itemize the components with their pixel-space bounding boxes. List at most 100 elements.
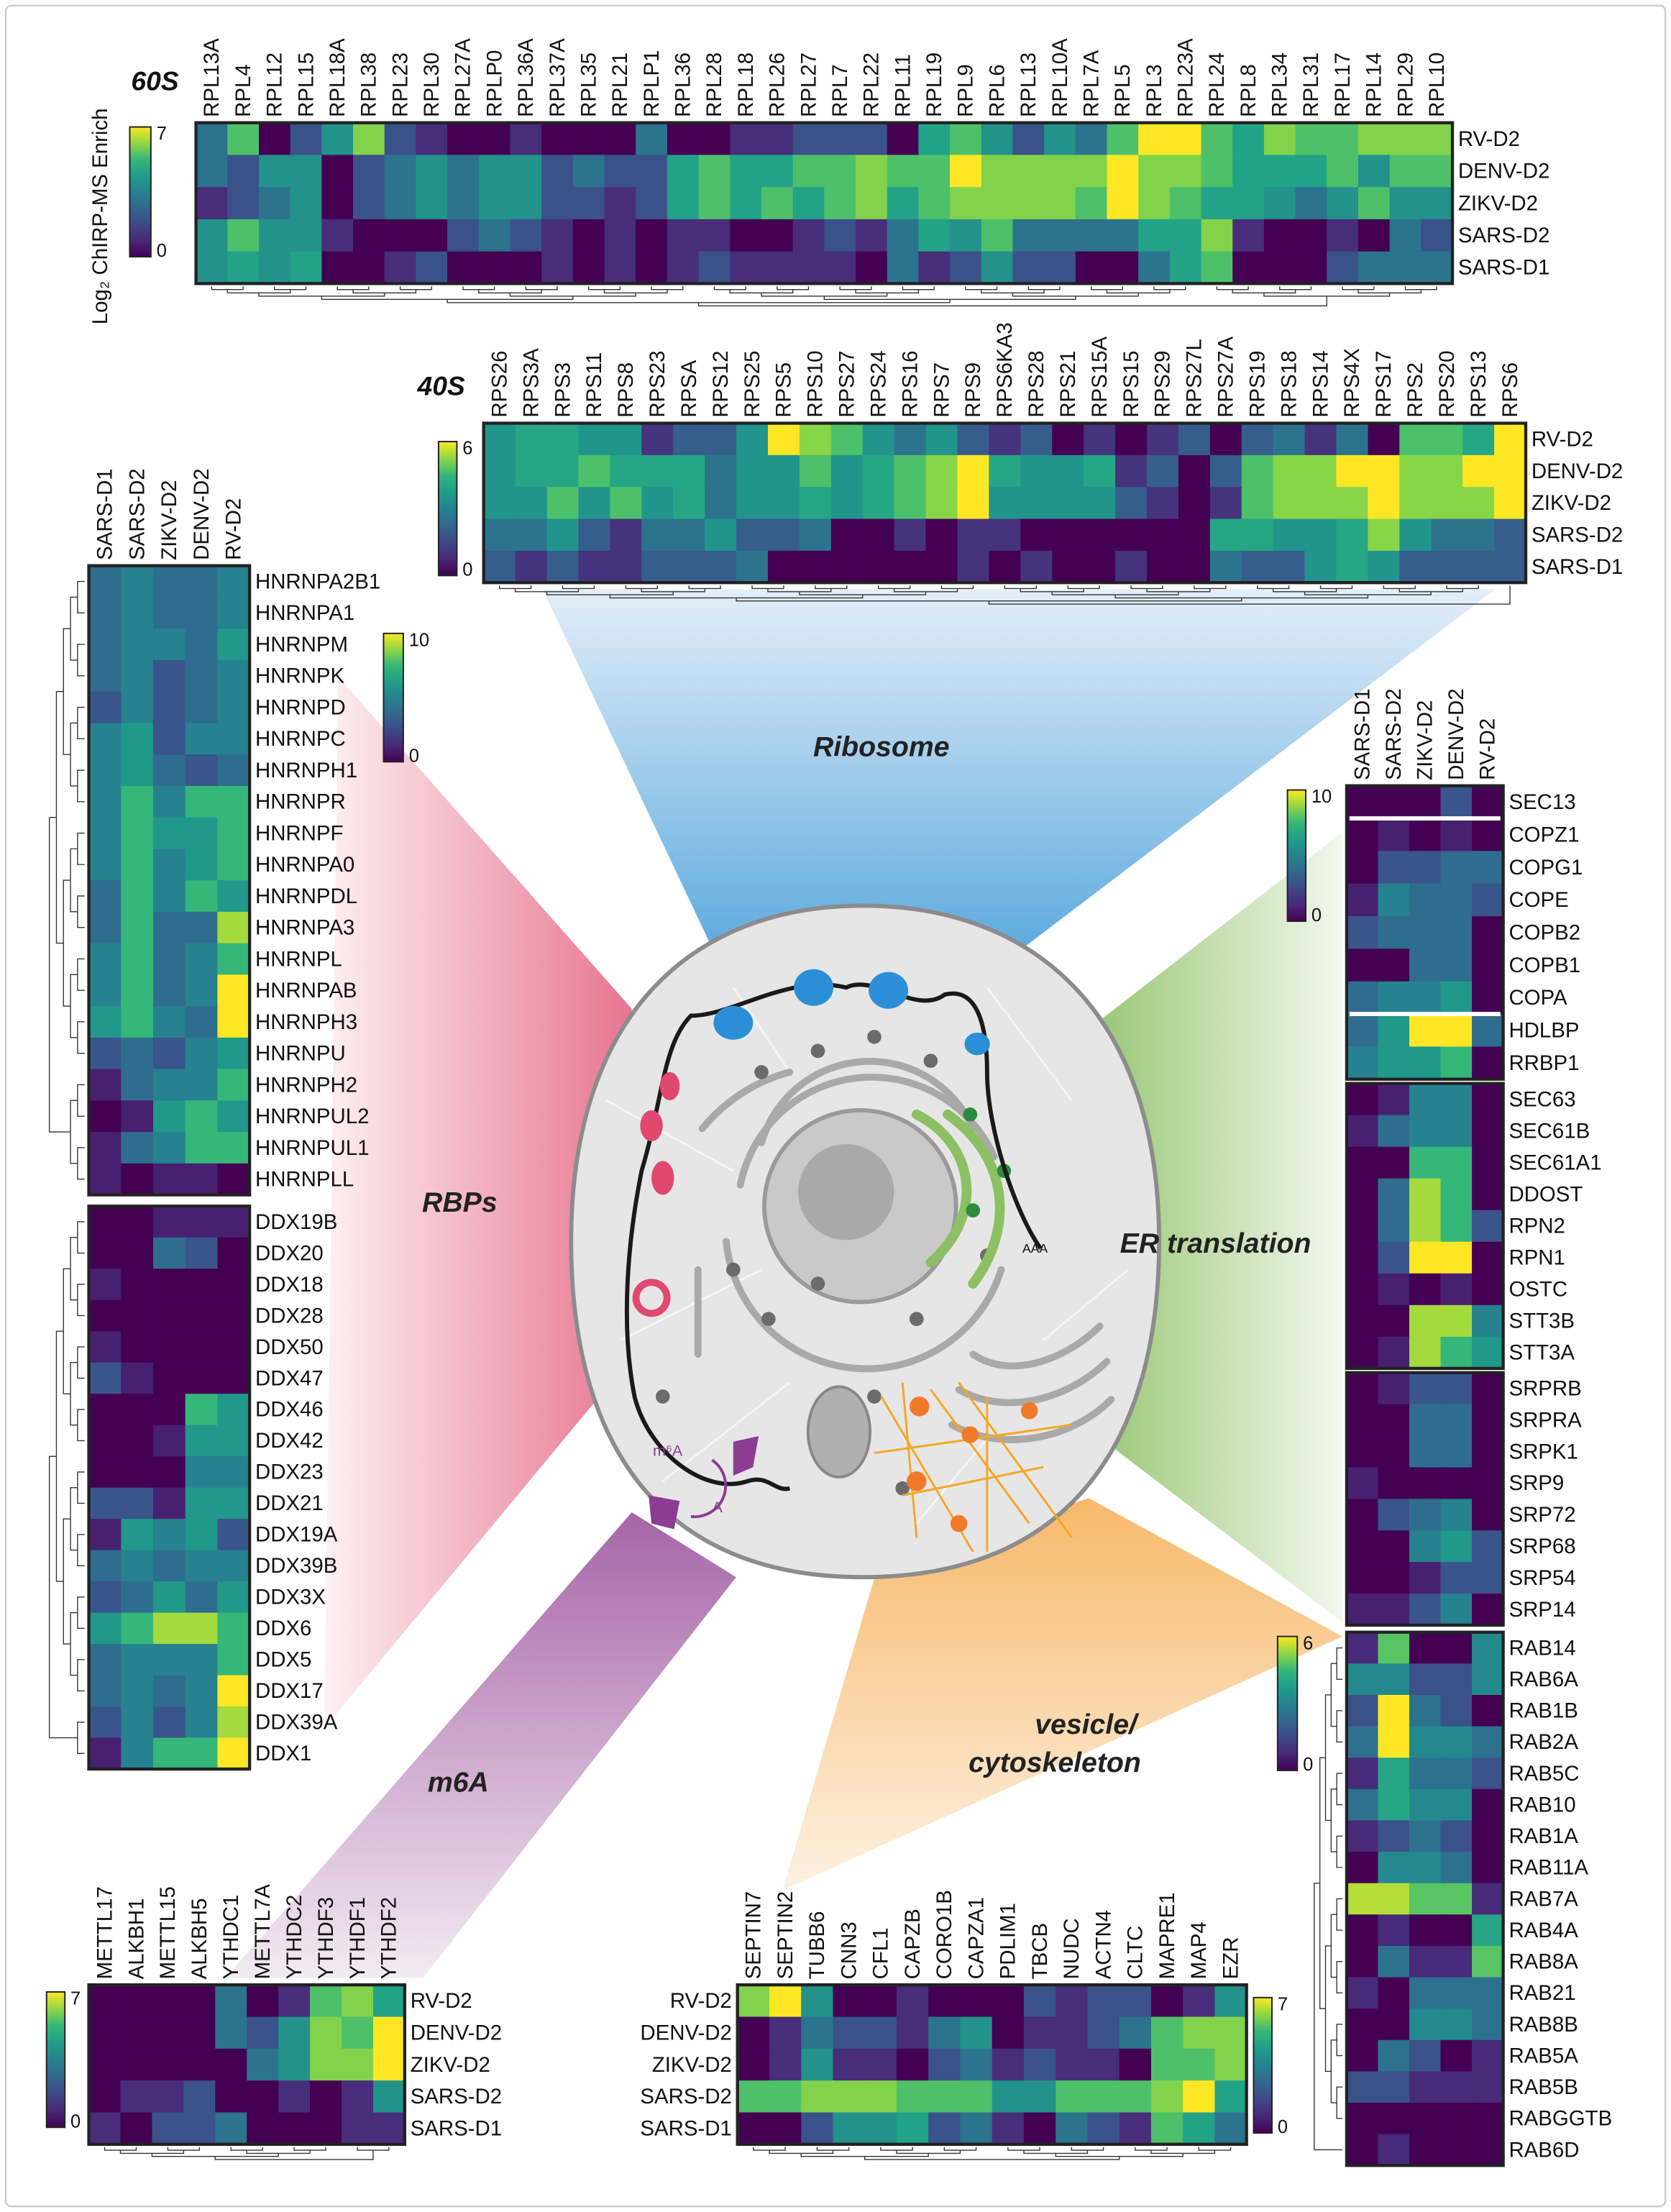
heatmap-cell (515, 454, 548, 488)
heatmap-cell (183, 2112, 216, 2145)
heatmap-cell (1378, 1788, 1410, 1822)
heatmap-cell (1263, 219, 1296, 252)
heatmap-cell (1399, 454, 1432, 488)
m6a-readers (649, 1436, 759, 1530)
column-label: RPL13 (1017, 52, 1040, 117)
heatmap-cell (1472, 1945, 1504, 1978)
heatmap-cell (1052, 454, 1084, 488)
heatmap-cell (1431, 423, 1463, 456)
row-label: HNRNPH3 (255, 1010, 357, 1034)
colorbar-gradient (45, 1991, 66, 2129)
heatmap-frame (1345, 784, 1505, 1081)
dendrogram-branch (1324, 1945, 1332, 2072)
heatmap-cell (1075, 122, 1108, 156)
column-label: CAPZB (901, 1909, 925, 1979)
heatmap-cell (1023, 2048, 1056, 2081)
heatmap-cell (1119, 2112, 1152, 2145)
heatmap-cell (1389, 251, 1422, 285)
heatmap-cell (667, 251, 700, 285)
heatmap-cell (1304, 550, 1337, 583)
column-label: RPLP1 (640, 50, 664, 117)
heatmap-cell (196, 122, 229, 156)
heatmap-cell (121, 1006, 154, 1038)
heatmap-cell (196, 219, 229, 252)
heatmap-cell (1044, 219, 1076, 252)
heatmap-cell (217, 849, 250, 881)
row-label: HNRNPU (255, 1042, 346, 1066)
row-label: RABGGTB (1509, 2107, 1612, 2131)
heatmap-cell (799, 454, 832, 488)
heatmap-cell (1409, 1632, 1442, 1665)
mitochondrion (806, 1385, 872, 1479)
heatmap-cell (215, 2016, 247, 2049)
dendrogram-branch (877, 585, 911, 590)
heatmap-cell (799, 518, 832, 552)
heatmap-cell (799, 423, 832, 456)
heatmap-cell (121, 1037, 154, 1070)
heatmap-cell (152, 1737, 186, 1770)
heatmap-cell (1472, 785, 1504, 819)
heatmap-cell (88, 1331, 122, 1363)
heatmap-cell (1020, 550, 1053, 583)
heatmap-cell (1346, 1146, 1379, 1179)
heatmap-cell (1346, 883, 1379, 917)
heatmap-cell (416, 251, 448, 285)
heatmap-cell (152, 1706, 186, 1739)
heatmap-cell (792, 219, 825, 252)
heatmap-cell (1378, 2134, 1410, 2167)
heatmap-cell (1368, 454, 1401, 488)
column-label: RPL4 (232, 64, 255, 117)
heatmap-cell (1044, 122, 1076, 156)
heatmap-cell (1169, 122, 1202, 156)
heatmap-cell (864, 2080, 897, 2113)
heatmap-cell (88, 1706, 122, 1739)
heatmap-cell (1409, 1404, 1442, 1437)
heatmap-cell (1440, 1852, 1473, 1884)
heatmap-cell (1358, 155, 1391, 188)
heatmap-cell (341, 1985, 374, 2018)
row-label: DDX39B (255, 1554, 337, 1578)
colorbar-gradient (1286, 789, 1307, 922)
dendrogram-branch (1336, 2086, 1343, 2119)
heatmap-cell (1087, 2048, 1120, 2081)
heatmap-cell (1409, 2008, 1442, 2041)
row-label: HNRNPH2 (255, 1073, 357, 1097)
heatmap-cell (88, 629, 122, 661)
heatmap-cell (1183, 2080, 1216, 2113)
heatmap-cell (792, 155, 825, 188)
heatmap-cell (185, 911, 219, 944)
dendrogram-branch (816, 2147, 850, 2151)
heatmap-cell (1056, 2112, 1089, 2145)
heatmap-cell (1304, 518, 1337, 552)
heatmap-cell (1044, 187, 1076, 220)
heatmap-cell (1056, 2016, 1089, 2049)
heatmap-cell (1138, 122, 1171, 156)
colorbar-gradient (1253, 1996, 1273, 2134)
heatmap-cell (1472, 1115, 1504, 1148)
heatmap-cell (1346, 1210, 1379, 1243)
heatmap-cell (1346, 2071, 1379, 2103)
heatmap-cell (1378, 851, 1410, 885)
heatmap-cell (1440, 1663, 1473, 1696)
heatmap-cell (1023, 2080, 1056, 2113)
column-label: RPS15 (1120, 350, 1143, 417)
colorbar: 10 0 (383, 630, 429, 766)
heatmap-cell (641, 518, 674, 552)
heatmap-cell (737, 2080, 770, 2113)
dendrogram-branch (562, 585, 595, 590)
row-label: SARS-D1 (640, 2116, 731, 2140)
heatmap-cell (1358, 219, 1391, 252)
heatmap-cell (1183, 2048, 1216, 2081)
heatmap-cell (1138, 251, 1171, 285)
heatmap-cell (1409, 2134, 1442, 2167)
heatmap-cell (1336, 487, 1369, 520)
heatmap-cell (88, 1269, 122, 1301)
heatmap-cell (152, 1581, 186, 1614)
heatmap-cell (185, 1006, 219, 1038)
heatmap-cell (1368, 487, 1401, 520)
dendrogram-branch (1051, 591, 1179, 595)
heatmap-cell (736, 518, 769, 552)
column-label: SEPTIN2 (774, 1891, 797, 1980)
heatmap-cell (1389, 187, 1422, 220)
heatmap-cell (1421, 251, 1453, 285)
